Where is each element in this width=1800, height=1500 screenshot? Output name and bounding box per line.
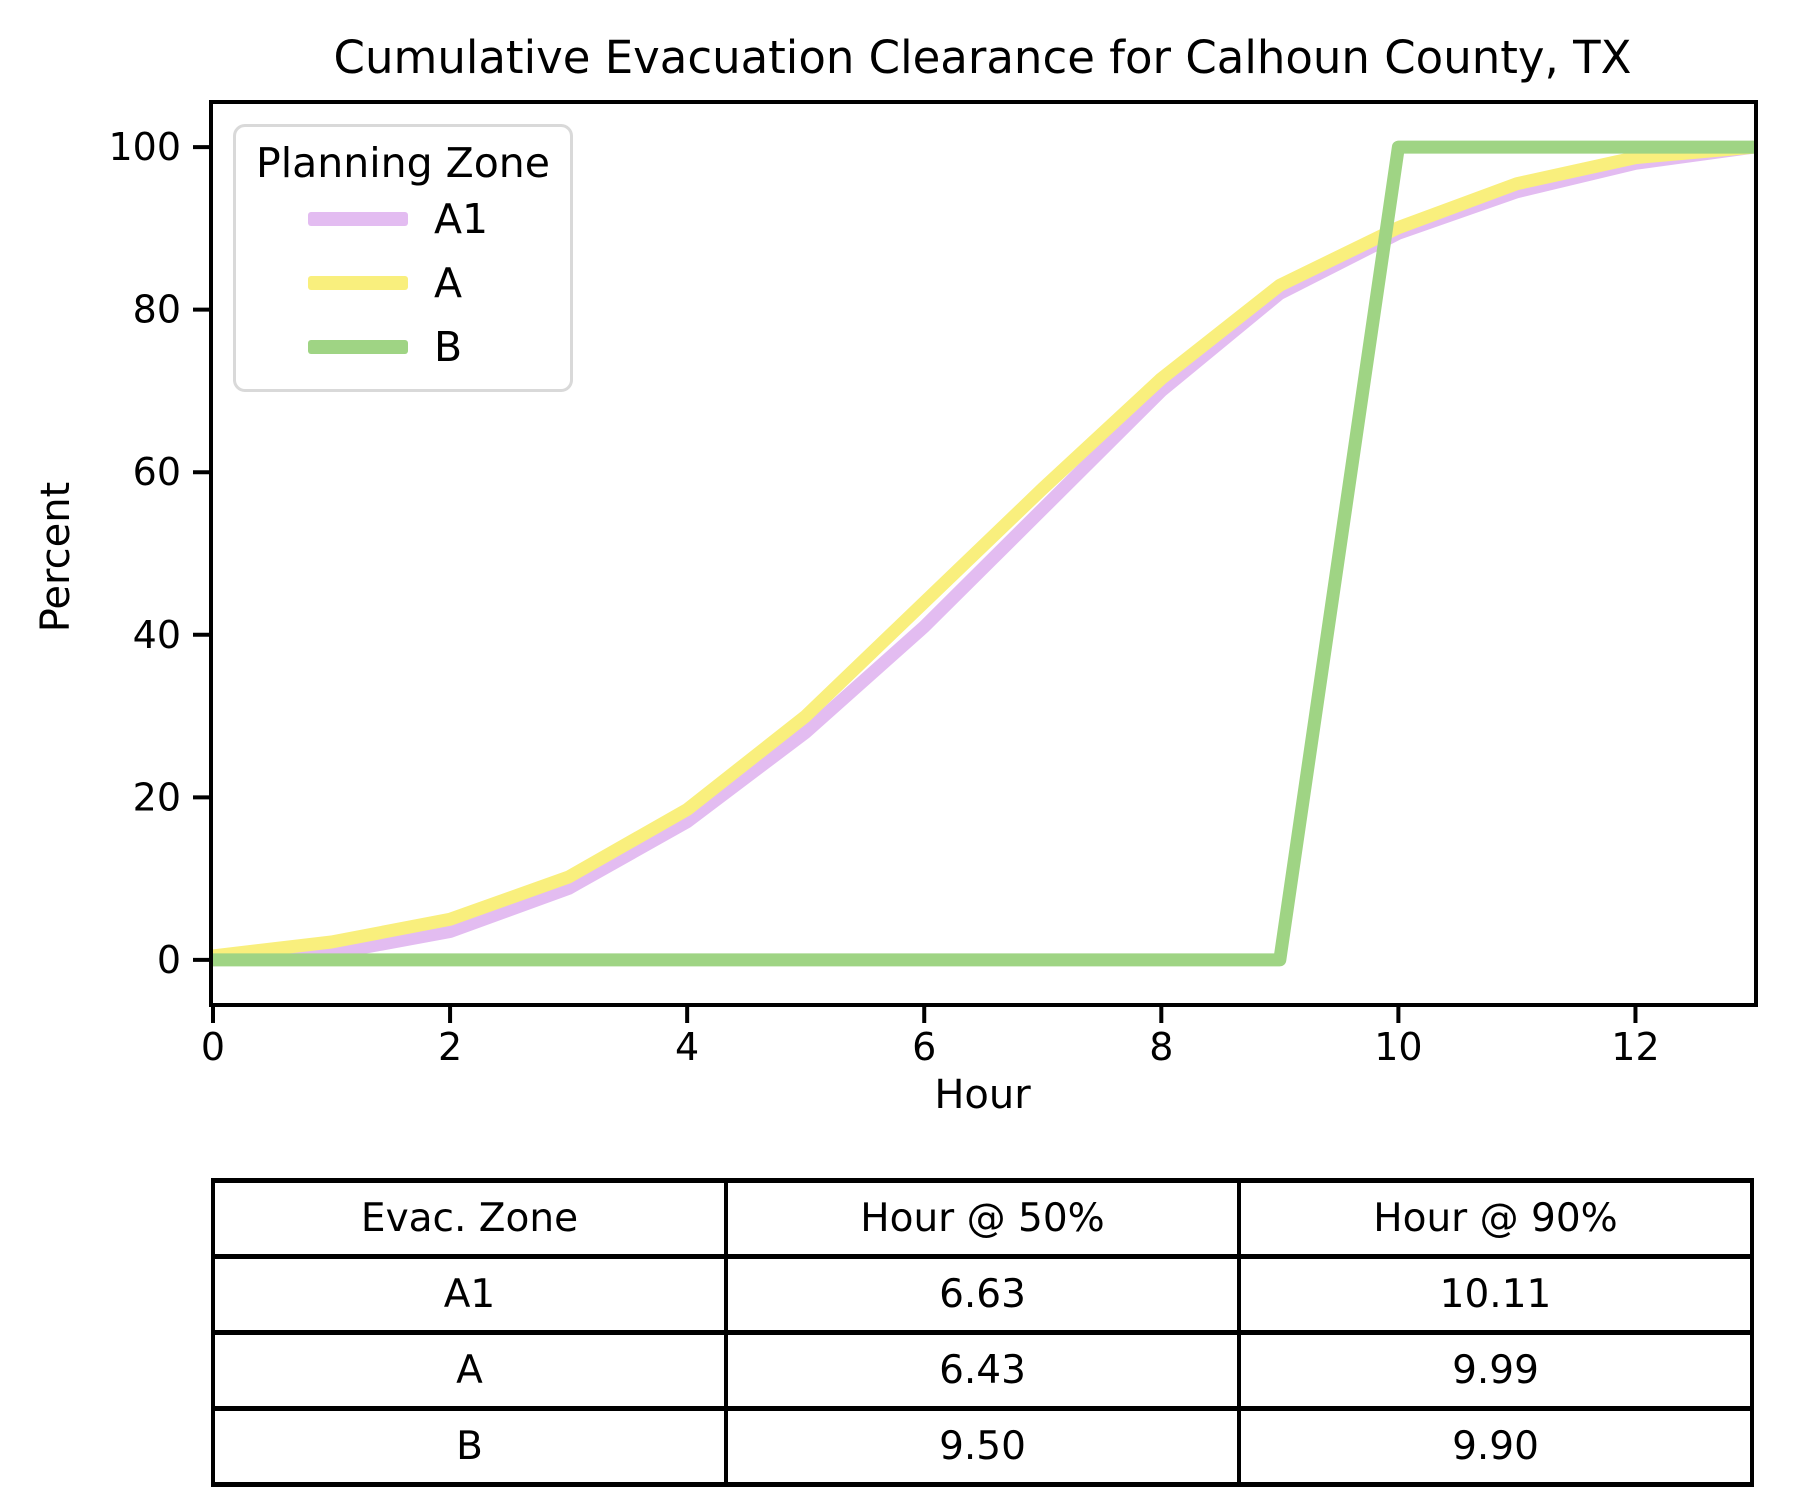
y-tick-label: 40 [133,613,181,657]
table-header-cell: Evac. Zone [211,1178,728,1259]
legend-swatch [308,212,408,226]
x-tick-label: 2 [438,1025,462,1069]
legend-item-label: A [434,258,463,307]
x-tick-label: 4 [675,1025,699,1069]
axes-spines [209,100,1758,1007]
table-row: A 6.43 9.99 [211,1330,1754,1411]
evacuation-line-chart: 0 2 4 6 8 10 12 0 20 40 60 80 100 [108,100,1758,1069]
table-row: A1 6.63 10.11 [211,1254,1754,1335]
legend-item-A1: A1 [236,187,570,251]
table-header-cell: Hour @ 50% [724,1178,1241,1259]
legend: Planning Zone A1 A B [233,124,573,392]
legend-item-label: B [434,322,463,371]
chart-title: Cumulative Evacuation Clearance for Calh… [333,31,1632,84]
legend-item-A: A [236,251,570,315]
legend-items: A1 A B [236,187,570,379]
table-cell: 10.11 [1237,1254,1754,1335]
table-cell: A [211,1330,728,1411]
table-header-row: Evac. Zone Hour @ 50% Hour @ 90% [211,1178,1754,1259]
series-group [213,140,1754,967]
series-line-A1 [213,140,1754,967]
y-axis-ticks: 0 20 40 60 80 100 [108,125,211,982]
legend-swatch [308,340,408,354]
y-tick-label: 80 [133,288,181,332]
x-tick-label: 0 [201,1025,225,1069]
clearance-table: Evac. Zone Hour @ 50% Hour @ 90% A1 6.63 10.1… [211,1178,1754,1487]
y-axis-label: Percent [33,481,79,633]
table-row: B 9.50 9.90 [211,1406,1754,1487]
table-cell: 6.43 [724,1330,1241,1411]
y-tick-label: 100 [108,125,181,169]
x-tick-label: 8 [1149,1025,1173,1069]
x-axis-label: Hour [934,1072,1031,1118]
y-tick-label: 20 [133,775,181,819]
table-cell: A1 [211,1254,728,1335]
table-header-cell: Hour @ 90% [1237,1178,1754,1259]
x-tick-label: 6 [912,1025,936,1069]
x-tick-label: 10 [1374,1025,1422,1069]
table-cell: B [211,1406,728,1487]
table-cell: 9.99 [1237,1330,1754,1411]
legend-title: Planning Zone [255,139,551,187]
x-tick-label: 12 [1611,1025,1659,1069]
y-tick-label: 60 [133,450,181,494]
series-line-B [213,140,1754,967]
legend-item-B: B [236,315,570,379]
x-axis-ticks: 0 2 4 6 8 10 12 [201,1005,1660,1069]
y-tick-label: 0 [157,938,181,982]
legend-item-label: A1 [434,194,489,243]
table-cell: 6.63 [724,1254,1241,1335]
table-cell: 9.90 [1237,1406,1754,1487]
legend-swatch [308,276,408,290]
series-line-A [213,140,1754,963]
table-cell: 9.50 [724,1406,1241,1487]
